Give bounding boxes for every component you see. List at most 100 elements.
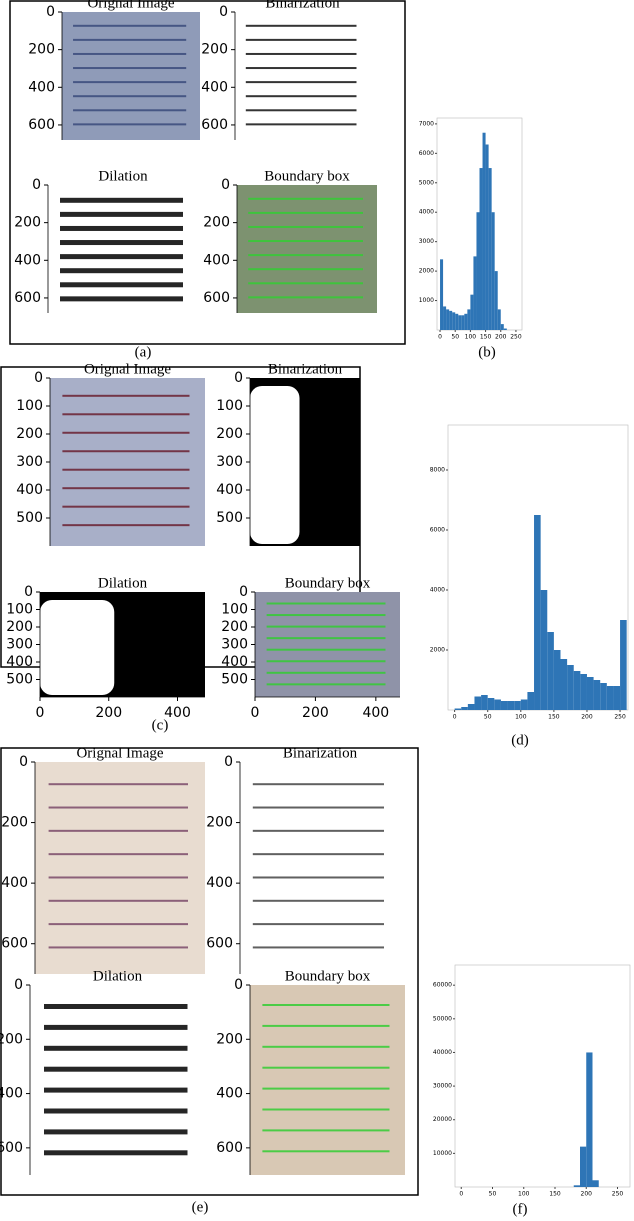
bar (498, 309, 501, 330)
bar (534, 515, 541, 710)
panel-title: Boundary box (264, 168, 350, 184)
bar (483, 133, 486, 330)
bar (489, 168, 492, 330)
text-line (267, 626, 386, 628)
bar (574, 1185, 580, 1187)
text-line (62, 469, 189, 471)
bar (587, 677, 594, 710)
bar (508, 701, 515, 710)
bar (607, 686, 614, 710)
text-line (262, 1025, 389, 1027)
text-line (267, 603, 386, 605)
y-tick-label: 200 (6, 619, 33, 635)
text-line (53, 626, 102, 631)
y-tick-label: 0 (46, 4, 55, 20)
y-tick-label: 200 (28, 42, 55, 58)
x-tick-label: 0 (438, 334, 442, 341)
bar (514, 701, 521, 710)
y-tick-label: 400 (221, 654, 248, 670)
text-line (246, 81, 357, 83)
image (237, 185, 377, 313)
bar (486, 145, 489, 331)
text-line (44, 1025, 188, 1030)
y-tick-label: 0 (221, 177, 230, 193)
y-tick-label: 0 (234, 977, 243, 993)
y-tick-label: 60000 (433, 982, 452, 989)
bar (527, 692, 534, 710)
y-tick-label: 300 (16, 454, 43, 470)
bar (452, 312, 455, 330)
bar (464, 314, 467, 330)
y-tick-label: 50000 (433, 1015, 452, 1022)
bar (501, 701, 508, 710)
text-line (253, 853, 384, 855)
y-tick-label: 4000 (419, 209, 434, 216)
bar (541, 590, 548, 710)
text-line (253, 923, 384, 925)
caption: (f) (513, 1201, 528, 1217)
text-line (44, 1046, 188, 1051)
y-tick-label: 0 (234, 370, 243, 386)
text-line (73, 81, 186, 83)
text-line (62, 413, 189, 415)
text-line (262, 1088, 389, 1090)
text-line (53, 614, 102, 619)
text-line (73, 39, 186, 41)
y-tick-label: 400 (1, 875, 28, 891)
x-tick-label: 0 (36, 705, 45, 721)
text-line (246, 67, 357, 69)
bar (481, 695, 488, 710)
text-line (259, 432, 292, 434)
bar (561, 659, 568, 710)
bar (468, 704, 475, 710)
y-tick-label: 500 (16, 510, 43, 526)
y-tick-label: 500 (6, 672, 33, 688)
x-tick-label: 250 (510, 334, 522, 341)
y-tick-label: 100 (6, 602, 33, 618)
image (235, 12, 370, 140)
text-line (62, 450, 189, 452)
y-tick-label: 200 (16, 426, 43, 442)
y-tick-label: 300 (221, 637, 248, 653)
panel-title: Dilation (93, 968, 143, 984)
text-line (53, 649, 102, 654)
x-tick-label: 0 (453, 714, 457, 721)
y-tick-label: 600 (14, 290, 41, 306)
y-tick-label: 4000 (430, 587, 445, 594)
y-tick-label: 10000 (433, 1150, 452, 1157)
text-line (259, 506, 292, 508)
text-line (259, 413, 292, 415)
text-line (246, 25, 357, 27)
text-line (60, 254, 183, 259)
text-line (248, 240, 363, 242)
x-tick-label: 100 (515, 714, 527, 721)
panel-title: Binarization (265, 0, 340, 11)
text-line (49, 876, 188, 878)
image (250, 985, 405, 1175)
image (62, 12, 200, 140)
y-tick-label: 40000 (433, 1049, 452, 1056)
y-tick-label: 3000 (419, 238, 434, 245)
x-tick-label: 100 (518, 1191, 530, 1198)
bar (473, 256, 476, 330)
y-tick-label: 600 (216, 1140, 243, 1156)
bar (440, 259, 443, 330)
text-line (60, 282, 183, 287)
bar (467, 309, 470, 330)
text-line (44, 1150, 188, 1155)
y-tick-label: 400 (216, 1086, 243, 1102)
text-line (60, 198, 183, 203)
text-line (262, 1046, 389, 1048)
panel-title: Boundary box (285, 575, 371, 591)
y-tick-label: 600 (28, 117, 55, 133)
panel-title: Boundary box (285, 968, 371, 984)
text-line (53, 672, 102, 677)
text-line (246, 123, 357, 125)
y-tick-label: 200 (206, 815, 233, 831)
image (48, 185, 198, 313)
y-tick-label: 400 (216, 482, 243, 498)
text-line (60, 212, 183, 217)
bar (470, 295, 473, 330)
bar (580, 674, 587, 710)
text-line (62, 432, 189, 434)
